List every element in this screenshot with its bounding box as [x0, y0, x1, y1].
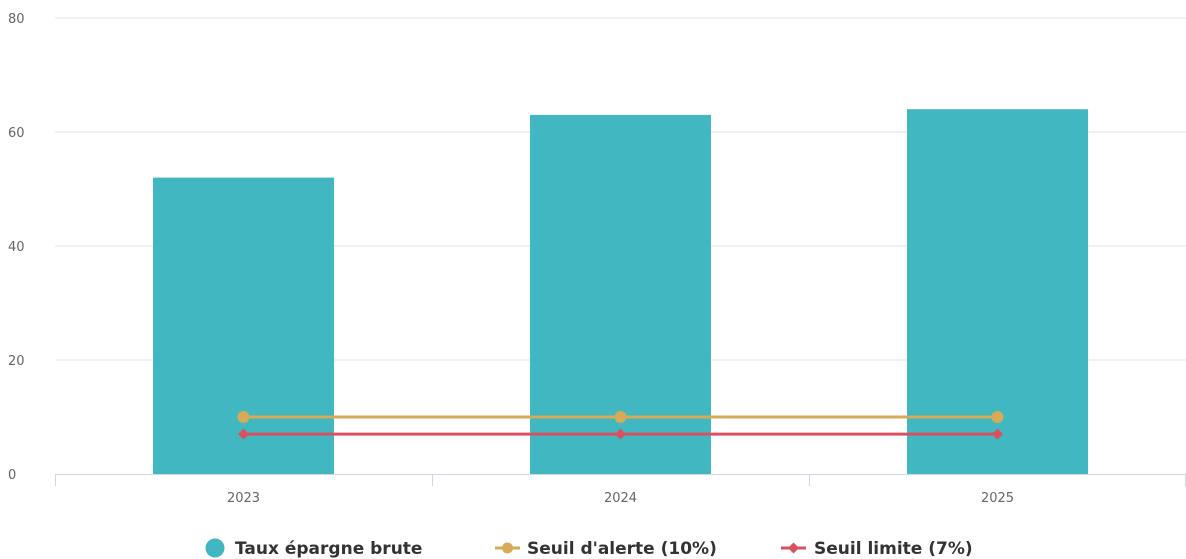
bar[interactable]	[153, 177, 334, 474]
x-tick-label: 2025	[981, 491, 1014, 506]
line-point[interactable]	[237, 411, 250, 423]
line-point[interactable]	[615, 428, 626, 440]
legend-label: Taux épargne brute	[235, 539, 422, 559]
legend-item[interactable]: Taux épargne brute	[205, 538, 423, 559]
y-tick-label: 60	[8, 126, 25, 141]
line-point[interactable]	[992, 428, 1003, 440]
y-tick-label: 20	[8, 354, 25, 369]
legend-marker	[788, 542, 799, 554]
line-series	[237, 411, 1004, 440]
legend-marker	[502, 542, 513, 554]
y-axis: 0 20 40 60 80	[8, 12, 25, 483]
legend-label: Seuil limite (7%)	[814, 539, 973, 559]
legend-label: Seuil d'alerte (10%)	[527, 539, 717, 559]
x-tick-label: 2024	[604, 491, 637, 506]
x-tick-label: 2023	[227, 491, 260, 506]
legend: Taux épargne brute Seuil d'alerte (10%) Se…	[205, 538, 973, 559]
y-tick-label: 40	[8, 240, 25, 255]
line-point[interactable]	[238, 428, 249, 440]
line-point[interactable]	[991, 411, 1004, 423]
y-tick-label: 0	[8, 468, 16, 483]
line-point[interactable]	[614, 411, 627, 423]
legend-item[interactable]: Seuil limite (7%)	[781, 539, 973, 559]
legend-item[interactable]: Seuil d'alerte (10%)	[495, 539, 717, 559]
y-tick-label: 80	[8, 12, 25, 27]
legend-symbol	[205, 538, 225, 558]
x-axis: 2023 2024 2025	[55, 474, 1186, 506]
